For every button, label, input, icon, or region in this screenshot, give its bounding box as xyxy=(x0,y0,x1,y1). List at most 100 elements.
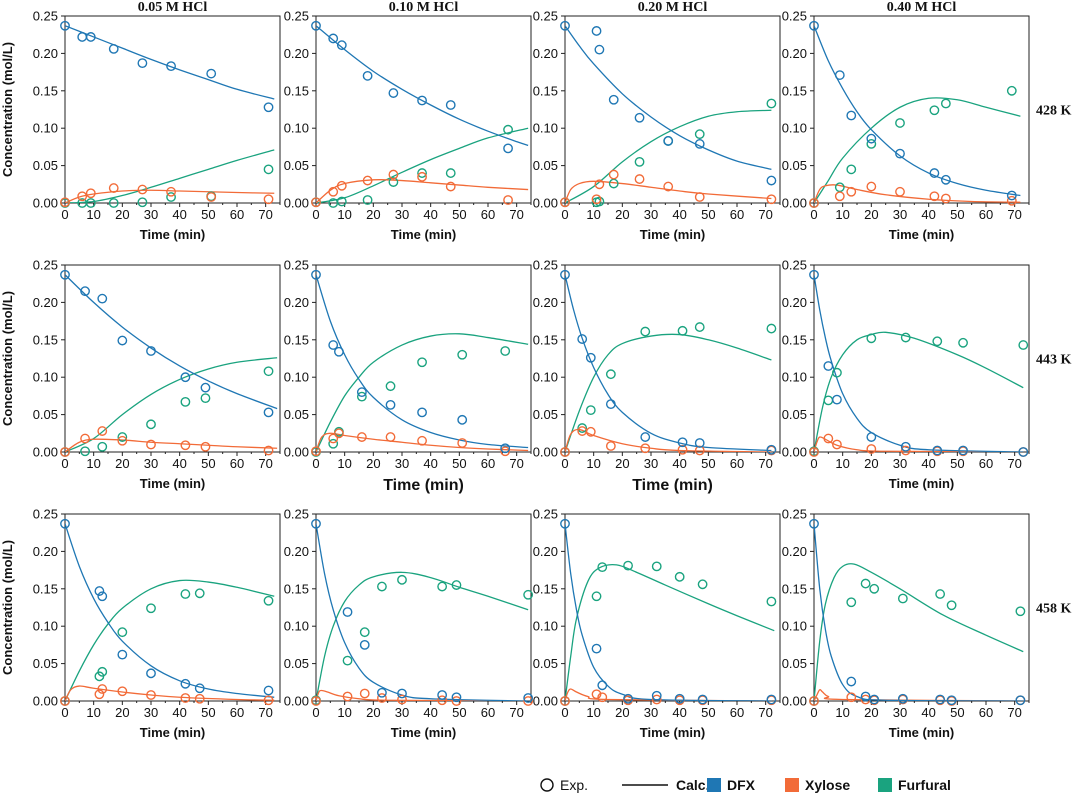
panel-r2c3: 0 10 20 30 40 50 60 70 0.00 0.05 0.10 0.15 0.20 0.25 T… xyxy=(533,258,781,494)
exp-point-dfx xyxy=(1006,190,1017,201)
calc-curve-xylose xyxy=(65,189,275,203)
legend-swatch-furfural xyxy=(878,778,892,792)
x-tick-label: 30 xyxy=(395,705,409,720)
x-tick-label: 70 xyxy=(758,705,772,720)
y-tick-label: 0.05 xyxy=(533,407,558,422)
y-tick-label: 0.10 xyxy=(533,121,558,136)
exp-point-xylose xyxy=(694,192,705,202)
exp-point-dfx xyxy=(958,445,968,456)
exp-point-furfural xyxy=(846,597,857,608)
x-axis-label: Time (min) xyxy=(140,725,206,740)
x-tick-label: 70 xyxy=(509,456,523,471)
exp-point-dfx xyxy=(451,692,462,703)
exp-point-furfural xyxy=(451,580,462,590)
x-tick-label: 30 xyxy=(144,456,158,471)
panel-r1c1: 0 10 20 30 40 50 60 70 0.00 0.05 0.10 0.15 0.20 0.25 T… xyxy=(0,9,281,242)
exp-point-xylose xyxy=(1006,195,1017,206)
exp-point-xylose xyxy=(263,695,274,706)
y-tick-label: 0.15 xyxy=(284,332,309,347)
calc-curve-dfx xyxy=(65,523,275,698)
exp-point-xylose xyxy=(97,426,108,436)
exp-point-dfx xyxy=(591,26,602,36)
exp-point-furfural xyxy=(356,391,367,402)
exp-point-furfural xyxy=(359,627,370,638)
exp-point-furfural xyxy=(577,423,588,433)
x-tick-label: 10 xyxy=(337,705,351,720)
x-tick-label: 50 xyxy=(950,207,964,222)
x-tick-label: 50 xyxy=(701,207,715,222)
exp-point-dfx xyxy=(263,685,274,696)
y-tick-label: 0.25 xyxy=(33,507,58,522)
exp-point-xylose xyxy=(362,175,373,186)
y-tick-label: 0.25 xyxy=(284,9,309,24)
x-tick-label: 20 xyxy=(864,207,878,222)
exp-point-xylose xyxy=(457,438,468,448)
x-tick-label: 60 xyxy=(481,705,495,720)
exp-point-dfx xyxy=(417,407,427,418)
x-axis-label: Time (min) xyxy=(632,477,713,494)
y-tick-label: 0.20 xyxy=(533,544,558,559)
exp-point-furfural xyxy=(80,446,90,457)
exp-point-dfx xyxy=(846,676,857,687)
x-tick-label: 60 xyxy=(979,456,993,471)
x-tick-label: 10 xyxy=(835,705,849,720)
y-tick-label: 0.00 xyxy=(284,196,309,211)
calc-curve-furfural xyxy=(316,127,529,203)
y-tick-label: 0.20 xyxy=(33,295,58,310)
calc-curve-furfural xyxy=(565,109,772,203)
y-tick-label: 0.20 xyxy=(284,295,309,310)
calc-curve-xylose xyxy=(65,438,278,452)
exp-point-dfx xyxy=(180,678,191,689)
x-tick-label: 70 xyxy=(258,207,272,222)
x-tick-label: 60 xyxy=(979,207,993,222)
calc-curve-xylose xyxy=(814,689,1024,701)
exp-point-furfural xyxy=(437,581,448,592)
calc-curve-xylose xyxy=(814,184,1021,203)
calc-curve-xylose xyxy=(316,178,529,203)
x-tick-label: 0 xyxy=(810,456,817,471)
plot-frame xyxy=(64,15,281,204)
exp-point-furfural xyxy=(932,336,943,347)
legend-exp-marker xyxy=(540,778,554,792)
exp-point-dfx xyxy=(591,643,602,654)
y-tick-label: 0.20 xyxy=(33,544,58,559)
exp-point-xylose xyxy=(194,693,205,704)
exp-point-dfx xyxy=(846,110,857,121)
exp-point-xylose xyxy=(311,197,321,208)
x-tick-label: 70 xyxy=(758,456,772,471)
exp-point-furfural xyxy=(694,129,705,140)
exp-point-xylose xyxy=(560,197,570,208)
x-tick-label: 50 xyxy=(950,456,964,471)
exp-point-dfx xyxy=(897,693,908,704)
exp-point-dfx xyxy=(97,293,108,304)
exp-point-dfx xyxy=(766,694,777,705)
x-tick-label: 30 xyxy=(144,207,158,222)
exp-point-dfx xyxy=(809,518,819,529)
x-axis-label: Time (min) xyxy=(391,725,457,740)
exp-point-dfx xyxy=(1018,447,1029,457)
y-tick-label: 0.25 xyxy=(284,258,309,273)
exp-point-dfx xyxy=(677,437,688,448)
exp-point-xylose xyxy=(437,695,448,706)
exp-point-dfx xyxy=(117,649,128,660)
exp-point-dfx xyxy=(560,269,570,280)
calc-curve-furfural xyxy=(316,571,529,701)
x-tick-label: 30 xyxy=(644,207,658,222)
exp-point-furfural xyxy=(634,156,645,167)
y-tick-label: 0.25 xyxy=(782,507,807,522)
exp-point-dfx xyxy=(85,32,96,42)
exp-point-furfural xyxy=(958,337,968,348)
calc-curves xyxy=(65,274,278,452)
exp-point-xylose xyxy=(137,184,148,195)
exp-point-xylose xyxy=(94,689,105,700)
panel-r2c2: 0 10 20 30 40 50 60 70 0.00 0.05 0.10 0.15 0.20 0.25 T… xyxy=(284,258,532,494)
x-tick-label: 40 xyxy=(172,207,186,222)
x-tick-label: 60 xyxy=(730,207,744,222)
exp-point-furfural xyxy=(417,357,427,368)
panel-r3c2: 0 10 20 30 40 50 60 70 0.00 0.05 0.10 0.15 0.20 0.25 T… xyxy=(284,507,534,740)
exp-point-furfural xyxy=(146,603,156,614)
y-tick-label: 0.10 xyxy=(33,370,58,385)
calc-curves xyxy=(316,25,529,203)
exp-point-xylose xyxy=(377,693,387,703)
exp-point-xylose xyxy=(60,197,70,208)
